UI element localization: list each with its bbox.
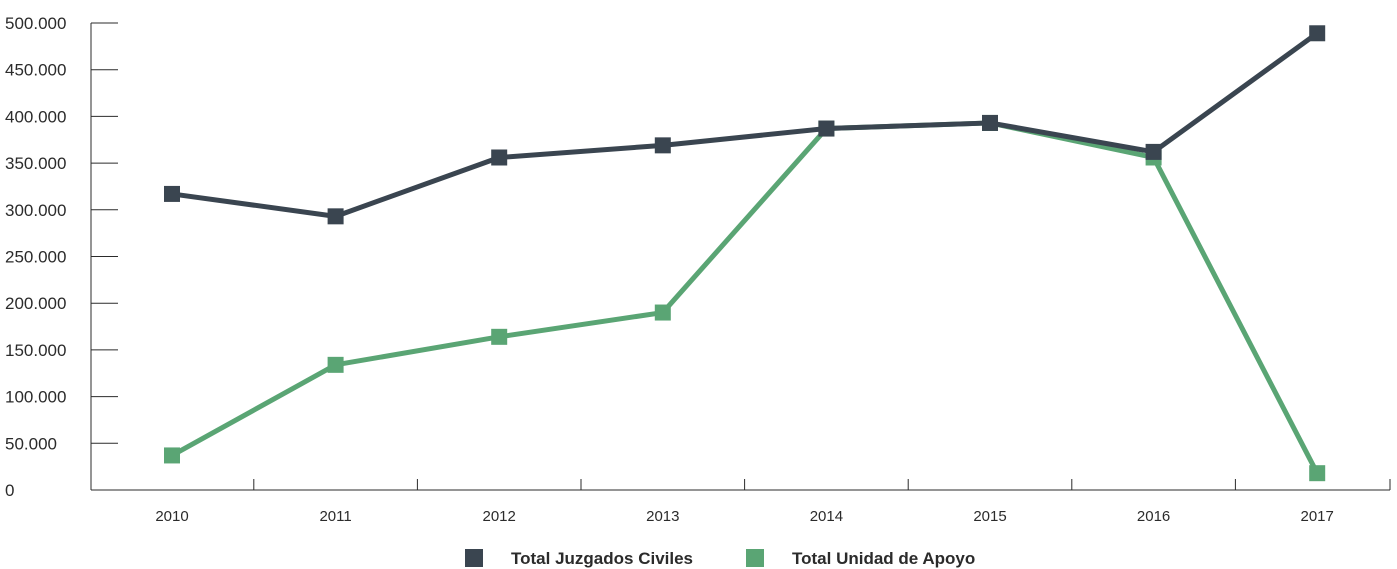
x-tick-label: 2013 [646,508,679,525]
y-tick-label: 200.000 [5,294,66,313]
y-tick-label: 50.000 [5,434,57,453]
data-point [1309,25,1326,42]
y-tick-label: 100.000 [5,388,66,407]
legend-item: Total Unidad de Apoyo [746,549,975,568]
y-tick-label: 0 [5,481,14,500]
x-tick-label: 2010 [155,508,188,525]
y-tick-label: 250.000 [5,248,66,267]
y-tick-label: 450.000 [5,61,66,80]
y-tick-label: 150.000 [5,341,66,360]
x-axis: 2010 2011 2012 2013 2014 2015 2016 2017 [91,479,1391,525]
y-axis: 0 50.000 100.000 150.000 200.000 250.000 300.0… [5,14,118,500]
x-tick-label: 2014 [810,508,843,525]
y-tick-label: 300.000 [5,201,66,220]
legend-label: Total Juzgados Civiles [511,549,693,568]
data-point [982,114,998,131]
legend-swatch [746,549,764,567]
data-point [818,120,835,137]
series-juzgados-civiles [164,25,1326,225]
data-point [1309,465,1326,482]
series-line [170,120,1320,475]
legend-swatch [465,549,483,567]
x-tick-label: 2015 [973,508,1006,525]
y-tick-label: 400.000 [5,107,66,126]
data-point [491,149,508,166]
series-line [171,31,1319,219]
data-point [164,447,180,464]
x-tick-label: 2017 [1301,508,1334,525]
y-tick-label: 500.000 [5,14,66,33]
legend-item: Total Juzgados Civiles [465,549,693,568]
data-point [327,356,344,373]
legend: Total Juzgados Civiles Total Unidad de Ap… [465,549,975,568]
data-point [1145,143,1162,160]
y-tick-label: 350.000 [5,154,66,173]
x-tick-label: 2012 [483,508,516,525]
legend-label: Total Unidad de Apoyo [792,549,975,568]
series-unidad-de-apoyo [164,114,1326,482]
data-point [654,137,671,154]
data-point [164,185,180,202]
data-point [327,208,344,225]
x-tick-label: 2011 [319,508,351,525]
data-point [654,304,671,321]
data-point [491,328,508,345]
series-layer [164,25,1326,482]
x-tick-label: 2016 [1137,508,1170,525]
